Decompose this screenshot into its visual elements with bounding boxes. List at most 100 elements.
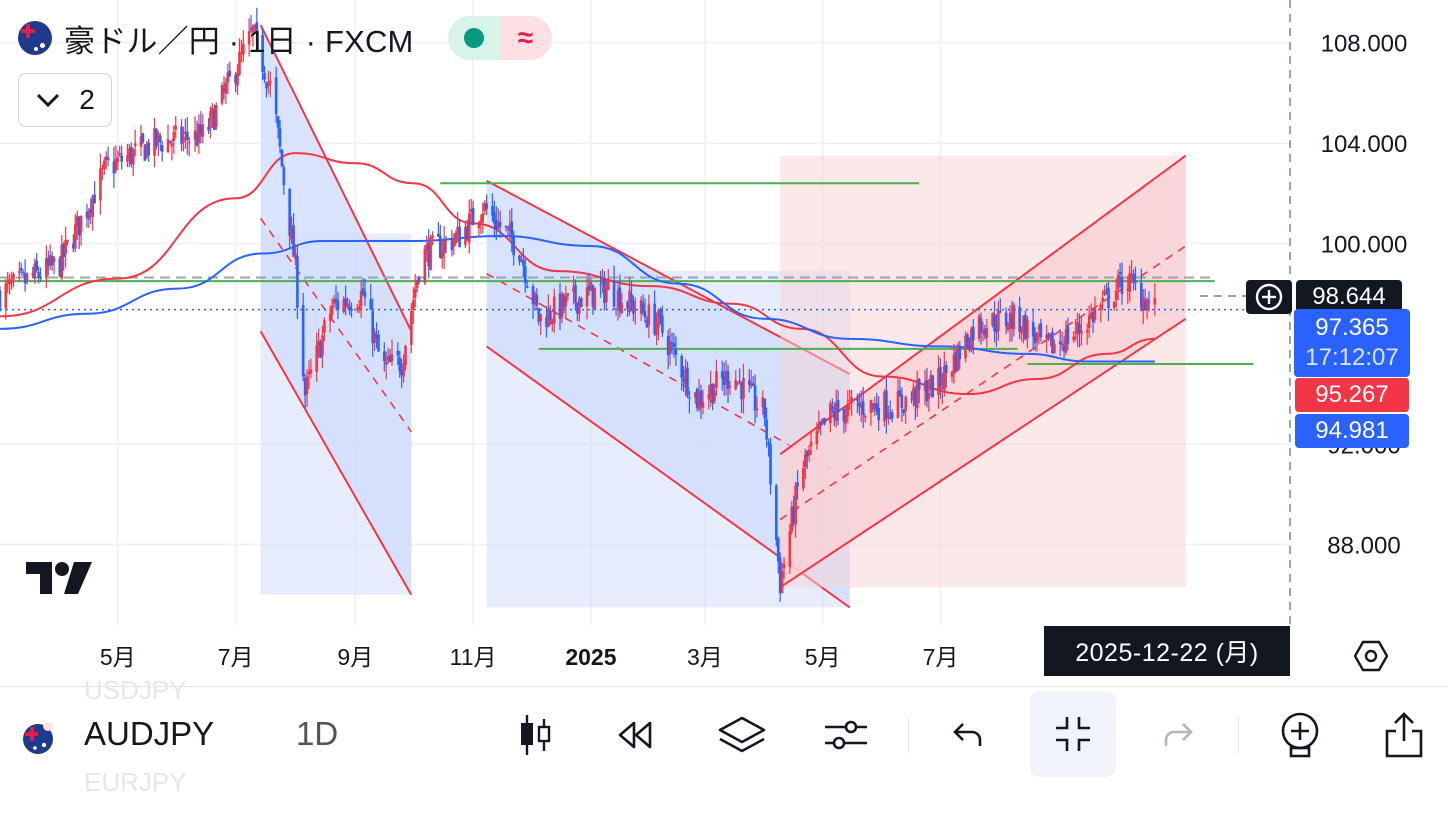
time-axis[interactable]: 5月 7月 9月 11月 2025 3月 5月 7月 [100, 644, 958, 670]
collapse-icon[interactable] [1030, 691, 1116, 777]
candle-body [93, 194, 96, 204]
candle-body [319, 342, 322, 358]
candle-body [693, 392, 697, 398]
alert-add-icon[interactable] [1270, 709, 1330, 761]
price-tick-label: 88.000 [1327, 533, 1400, 560]
candles-icon[interactable] [506, 709, 566, 761]
candle-body [630, 294, 633, 302]
candle-body [85, 212, 89, 218]
candle-body [1099, 304, 1103, 310]
candle-body [355, 308, 359, 310]
candle-body [958, 346, 962, 360]
candle-body [579, 298, 583, 307]
candle-body [790, 506, 794, 532]
candle-body [1049, 333, 1052, 339]
candle-body [869, 400, 873, 413]
candle-body [197, 123, 201, 144]
candle-body [823, 417, 826, 424]
candle-body [964, 335, 967, 359]
candle-body [966, 334, 969, 347]
interval-selector[interactable]: 1D [296, 715, 339, 752]
share-icon[interactable] [1374, 709, 1434, 761]
candle-body [336, 300, 340, 310]
replay-icon[interactable] [606, 709, 666, 761]
candle-body [305, 376, 309, 394]
candle-body [1130, 273, 1133, 275]
market-status[interactable]: ≈ [447, 16, 552, 60]
candle-body [174, 125, 178, 130]
candle-body [979, 318, 983, 333]
candle-body [315, 345, 319, 373]
layers-icon[interactable] [712, 709, 772, 761]
candle-body [788, 531, 792, 568]
chart-header: 豪ドル／円 · 1日 · FXCM ≈ [18, 14, 552, 62]
candle-body [444, 238, 448, 240]
candle-body [307, 371, 311, 375]
candle-body [1058, 341, 1062, 345]
candle-body [402, 363, 405, 377]
candle-body [296, 256, 299, 308]
candle-body [753, 385, 757, 411]
tradingview-logo[interactable] [26, 560, 94, 596]
candle-body [23, 273, 27, 284]
candle-body [711, 383, 714, 403]
candle-body [805, 451, 809, 457]
candle-body [1114, 290, 1118, 300]
candle-body [398, 357, 402, 372]
candle-body [454, 233, 458, 244]
candle-body [375, 334, 378, 339]
candle-body [143, 145, 147, 161]
candle-body [1091, 311, 1095, 323]
candle-body [1085, 330, 1089, 333]
channel-lower-line [259, 330, 413, 596]
candle-body [1006, 326, 1010, 330]
indicators-toggle-button[interactable]: 2 [18, 73, 112, 127]
candle-body [101, 168, 104, 170]
candle-body [985, 327, 989, 338]
add-alert-plus-icon[interactable] [1246, 280, 1292, 314]
candle-body [819, 421, 823, 425]
price-tick-label: 104.000 [1321, 131, 1408, 158]
candle-body [533, 293, 537, 304]
candle-body [334, 298, 338, 302]
candle-body [858, 402, 861, 407]
horizontal-lines[interactable] [0, 182, 1290, 365]
candle-body [141, 133, 145, 143]
undo-icon[interactable] [938, 709, 998, 761]
candle-body [166, 139, 170, 152]
candle-body [390, 354, 394, 361]
candle-body [186, 131, 189, 141]
candle-body [288, 188, 291, 236]
next-symbol[interactable]: EURJPY [84, 767, 187, 797]
candle-body [589, 282, 593, 291]
candle-body [224, 82, 228, 94]
candle-body [887, 414, 890, 419]
redo-icon[interactable] [1148, 709, 1208, 761]
candle-body [485, 203, 488, 209]
candle-body [1128, 272, 1132, 292]
candle-body [769, 443, 772, 485]
candle-body [118, 152, 122, 155]
candle-body [1143, 301, 1147, 311]
candle-body [342, 299, 346, 312]
regression-channels[interactable] [259, 24, 1187, 609]
candle-body [1126, 289, 1130, 291]
previous-symbol[interactable]: USDJPY [84, 675, 187, 705]
red-ma-label: 95.267 [1295, 378, 1409, 412]
chart-settings-icon[interactable] [1354, 639, 1388, 673]
candle-body [130, 146, 133, 165]
candle-body [578, 298, 581, 315]
candle-body [549, 310, 552, 321]
symbol-title[interactable]: 豪ドル／円 · 1日 · FXCM [64, 23, 414, 59]
candle-body [112, 161, 116, 174]
candle-body [10, 281, 13, 283]
indicators-settings-icon[interactable] [816, 709, 876, 761]
candle-body [991, 312, 994, 326]
symbol-selector[interactable]: AUDJPY [84, 715, 215, 752]
candle-body [612, 280, 616, 307]
candle-body [599, 284, 602, 286]
candle-body [950, 371, 954, 377]
candle-body [396, 350, 400, 356]
candle-body [720, 371, 724, 379]
